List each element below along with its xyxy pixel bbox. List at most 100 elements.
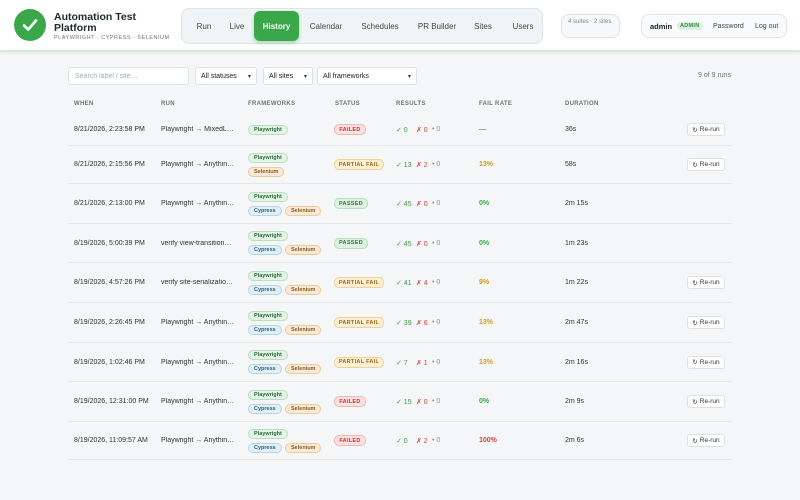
rerun-button[interactable]: ↻ Re-run	[687, 276, 725, 289]
pass-count: ✓ 0	[396, 127, 408, 134]
framework-badge-cypress: Cypress	[248, 205, 282, 216]
framework-badge-cypress: Cypress	[248, 403, 282, 414]
framework-badge-playwright: Playwright	[248, 124, 288, 135]
nav-live[interactable]: Live	[229, 21, 245, 31]
framework-badge-selenium: Selenium	[285, 284, 322, 295]
refresh-icon: ↻	[692, 359, 698, 366]
framework-badge-playwright: Playwright	[248, 231, 288, 241]
rerun-label: Re-run	[699, 437, 720, 444]
table-row: 8/21/2026, 2:13:00 PM Playwright → Anythi…	[68, 184, 732, 224]
framework-badge-cypress: Cypress	[248, 245, 282, 255]
column-header-run: RUN	[161, 101, 175, 107]
run-label: verify view-transition…	[161, 239, 232, 247]
rerun-button[interactable]: ↻ Re-run	[687, 395, 725, 408]
status-badge: PASSED	[334, 237, 368, 249]
fail-rate: 13%	[479, 161, 494, 168]
password-link[interactable]: Password	[713, 23, 744, 30]
suites-info: 4 suites · 2 sites	[561, 14, 620, 38]
status-badge: PASSED	[334, 198, 368, 209]
chevron-down-icon: ▾	[407, 73, 411, 80]
frameworks-filter-select[interactable]: All frameworks ▾	[317, 67, 417, 85]
fail-rate: 100%	[479, 437, 497, 444]
table-row: 8/19/2026, 2:26:45 PM Playwright → Anythi…	[68, 303, 732, 343]
framework-badge-playwright: Playwright	[248, 191, 288, 202]
status-badge: FAILED	[334, 396, 366, 407]
framework-badge-playwright: Playwright	[248, 389, 288, 400]
duration: 36s	[565, 126, 577, 133]
nav-users[interactable]: Users	[512, 21, 534, 31]
run-label: Playwright → MixedL…	[161, 126, 234, 133]
nav-run[interactable]: Run	[196, 21, 212, 31]
table-row: 8/21/2026, 2:23:58 PM Playwright → MixedL…	[68, 114, 732, 146]
fail-count: ✗ 4	[416, 280, 428, 287]
checkmark-logo-icon	[14, 9, 46, 41]
framework-badge-playwright: Playwright	[248, 152, 288, 163]
nav-calendar[interactable]: Calendar	[309, 21, 343, 31]
rerun-button[interactable]: ↻ Re-run	[687, 316, 725, 329]
table-row: 8/19/2026, 12:31:00 PM Playwright → Anyth…	[68, 382, 732, 422]
nav-sites[interactable]: Sites	[474, 21, 492, 31]
framework-badge-selenium: Selenium	[285, 205, 322, 216]
duration: 58s	[565, 161, 577, 168]
table-row: 8/21/2026, 2:15:56 PM Playwright → Anythi…	[68, 146, 732, 184]
run-timestamp: 8/19/2026, 5:00:39 PM	[74, 239, 145, 247]
pass-count: ✓ 45	[396, 201, 412, 208]
rerun-button[interactable]: ↻ Re-run	[687, 434, 725, 447]
pass-count: ✓ 45	[396, 240, 412, 248]
status-filter-select[interactable]: All statuses ▾	[195, 67, 257, 85]
rerun-label: Re-run	[699, 279, 720, 286]
fail-count: ✗ 0	[416, 127, 428, 134]
fail-rate: 0%	[479, 398, 490, 405]
run-timestamp: 8/21/2026, 2:15:56 PM	[74, 161, 145, 168]
framework-badge-cypress: Cypress	[248, 442, 282, 453]
skip-count: • 0	[432, 161, 441, 168]
framework-badge-selenium: Selenium	[285, 403, 322, 414]
duration: 2m 15s	[565, 200, 588, 207]
fail-count: ✗ 0	[416, 240, 428, 248]
logout-link[interactable]: Log out	[755, 23, 779, 30]
framework-badge-selenium: Selenium	[285, 245, 322, 255]
top-header: Automation Test Platform PLAYWRIGHT · CY…	[0, 0, 800, 52]
fail-rate: 13%	[479, 319, 494, 326]
chevron-down-icon: ▾	[247, 73, 251, 80]
rerun-button[interactable]: ↻ Re-run	[687, 123, 725, 136]
nav-schedules[interactable]: Schedules	[361, 21, 399, 31]
run-label: Playwright → Anythin…	[161, 437, 235, 444]
framework-badge-selenium: Selenium	[248, 166, 285, 177]
run-timestamp: 8/19/2026, 1:02:46 PM	[74, 358, 145, 366]
refresh-icon: ↻	[692, 279, 698, 287]
nav-pr-builder[interactable]: PR Builder	[417, 21, 457, 31]
framework-badge-playwright: Playwright	[248, 310, 288, 321]
duration: 2m 6s	[565, 437, 585, 444]
run-timestamp: 8/21/2026, 2:13:00 PM	[74, 200, 145, 207]
framework-badge-selenium: Selenium	[285, 324, 322, 335]
run-timestamp: 8/19/2026, 12:31:00 PM	[74, 398, 149, 405]
fail-count: ✗ 2	[416, 162, 428, 169]
run-label: Playwright → Anythin…	[161, 161, 235, 168]
nav-history[interactable]: History	[254, 11, 299, 41]
brand-subtitle: PLAYWRIGHT · CYPRESS · SELENIUM	[54, 35, 170, 41]
search-input[interactable]	[68, 67, 189, 85]
rerun-button[interactable]: ↻ Re-run	[687, 355, 725, 369]
framework-badge-playwright: Playwright	[248, 428, 288, 439]
framework-badge-cypress: Cypress	[248, 364, 282, 374]
main-nav: Run Live History Calendar Schedules PR B…	[181, 8, 543, 44]
column-header-duration: DURATION	[565, 101, 599, 107]
chevron-down-icon: ▾	[303, 73, 307, 80]
framework-badge-cypress: Cypress	[248, 324, 282, 335]
status-badge: PARTIAL FAIL	[334, 277, 384, 288]
brand-title: Automation Test Platform	[54, 11, 137, 34]
duration: 2m 9s	[565, 398, 585, 405]
status-badge: PARTIAL FAIL	[334, 356, 384, 368]
run-label: Playwright → Anythin…	[161, 200, 235, 207]
run-timestamp: 8/19/2026, 4:57:26 PM	[74, 279, 145, 286]
run-timestamp: 8/21/2026, 2:23:58 PM	[74, 126, 145, 133]
fail-rate: —	[479, 126, 486, 133]
table-row: 8/19/2026, 11:09:57 AM Playwright → Anyth…	[68, 422, 732, 460]
sites-filter-select[interactable]: All sites ▾	[263, 67, 313, 85]
run-count: 9 of 9 runs	[698, 72, 732, 79]
pass-count: ✓ 0	[396, 438, 408, 445]
fail-rate: 9%	[479, 279, 490, 286]
rerun-button[interactable]: ↻ Re-run	[687, 158, 725, 171]
frameworks-filter-value: All frameworks	[323, 72, 369, 80]
